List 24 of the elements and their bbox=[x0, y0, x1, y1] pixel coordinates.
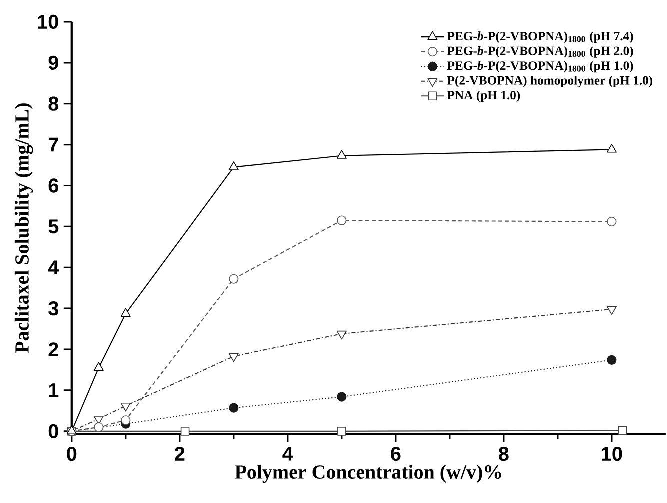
legend-label: P(2-VBOPNA) homopolymer (pH 1.0) bbox=[447, 76, 653, 88]
x-tick-label: 2 bbox=[175, 446, 185, 461]
legend-label: PEG-b-P(2-VBOPNA)$_{1800}$ (pH 7.4) bbox=[447, 32, 634, 44]
y-tick-label: 2 bbox=[48, 342, 58, 356]
y-axis-title: Paclitaxel Solubility (mg/mL) bbox=[14, 104, 34, 354]
x-tick-label: 8 bbox=[498, 446, 509, 462]
x-tick-label: 10 bbox=[602, 446, 622, 462]
x-tick-label: 0 bbox=[67, 446, 77, 462]
y-tick-label: 3 bbox=[48, 301, 58, 316]
x-tick-label: 6 bbox=[391, 446, 401, 462]
y-tick-label: 8 bbox=[48, 96, 59, 111]
y-tick-label: 0 bbox=[48, 424, 58, 438]
y-tick-label: 6 bbox=[48, 178, 58, 193]
legend-label: PNA (pH 1.0) bbox=[447, 90, 520, 102]
legend-label: PEG-b-P(2-VBOPNA)$_{1800}$ (pH 2.0) bbox=[447, 46, 634, 58]
y-tick-label: 9 bbox=[48, 56, 58, 70]
y-tick-label: 10 bbox=[38, 14, 58, 29]
y-tick-label: 5 bbox=[48, 220, 59, 234]
legend-label: PEG-b-P(2-VBOPNA)$_{1800}$ (pH 1.0) bbox=[447, 61, 634, 73]
y-tick-label: 1 bbox=[49, 384, 59, 398]
x-tick-label: 4 bbox=[282, 446, 294, 461]
y-tick-label: 4 bbox=[48, 260, 60, 274]
y-tick-label: 7 bbox=[48, 138, 58, 152]
x-axis-title: Polymer Concentration (w/v)% bbox=[235, 464, 502, 484]
